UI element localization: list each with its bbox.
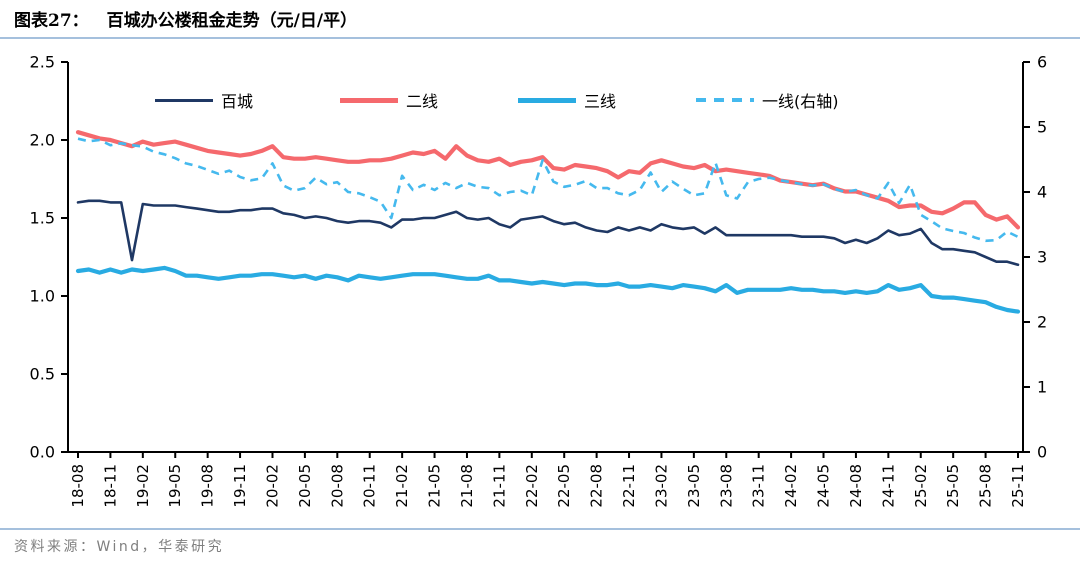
- svg-text:2: 2: [1037, 313, 1047, 332]
- svg-text:22-02: 22-02: [523, 464, 541, 508]
- footer-divider: [0, 528, 1080, 530]
- svg-text:19-11: 19-11: [231, 464, 249, 508]
- svg-text:21-02: 21-02: [393, 464, 411, 508]
- svg-text:20-08: 20-08: [328, 464, 346, 508]
- svg-text:20-11: 20-11: [361, 464, 379, 508]
- svg-text:23-08: 23-08: [717, 464, 735, 508]
- svg-text:5: 5: [1037, 118, 1047, 137]
- svg-text:23-02: 23-02: [652, 464, 670, 508]
- svg-text:3: 3: [1037, 248, 1047, 267]
- svg-text:19-02: 19-02: [134, 464, 152, 508]
- svg-text:1: 1: [1037, 378, 1047, 397]
- legend-swatch-sanxian: [518, 97, 576, 103]
- svg-text:4: 4: [1037, 183, 1047, 202]
- svg-text:25-11: 25-11: [1009, 464, 1027, 508]
- svg-text:23-11: 23-11: [750, 464, 768, 508]
- figure-label: 图表27：: [14, 11, 89, 31]
- svg-text:24-08: 24-08: [847, 464, 865, 508]
- svg-text:20-05: 20-05: [296, 464, 314, 508]
- legend-label-baicheng: 百城: [221, 92, 254, 111]
- svg-text:24-05: 24-05: [815, 464, 833, 508]
- figure-title: 百城办公楼租金走势（元/日/平）: [106, 11, 358, 31]
- svg-text:21-05: 21-05: [426, 464, 444, 508]
- svg-text:22-05: 22-05: [555, 464, 573, 508]
- svg-text:19-05: 19-05: [166, 464, 184, 508]
- svg-text:2.5: 2.5: [30, 53, 55, 72]
- svg-text:0.0: 0.0: [30, 443, 55, 462]
- figure-header: 图表27： 百城办公楼租金走势（元/日/平）: [14, 6, 1080, 31]
- svg-text:0: 0: [1037, 443, 1047, 462]
- svg-text:23-05: 23-05: [685, 464, 703, 508]
- chart: 0.0 0.5 1.0 1.5 2.0 2.5 0 1 2 3 4 5 6 18-08 18-11 19-02…: [0, 50, 1080, 520]
- svg-text:22-08: 22-08: [588, 464, 606, 508]
- legend-item-yixian: 一线(右轴): [696, 88, 839, 112]
- legend-item-baicheng: 百城: [155, 88, 253, 112]
- legend-swatch-baicheng: [155, 98, 213, 102]
- legend-item-sanxian: 三线: [518, 88, 616, 112]
- svg-text:24-02: 24-02: [782, 464, 800, 508]
- legend-swatch-yixian: [696, 98, 754, 102]
- legend-label-sanxian: 三线: [584, 92, 617, 111]
- svg-text:25-02: 25-02: [912, 464, 930, 508]
- svg-text:1.0: 1.0: [30, 287, 55, 306]
- svg-text:20-02: 20-02: [263, 464, 281, 508]
- svg-text:22-11: 22-11: [620, 464, 638, 508]
- svg-text:24-11: 24-11: [879, 464, 897, 508]
- chart-svg: 0.0 0.5 1.0 1.5 2.0 2.5 0 1 2 3 4 5 6 18-08 18-11 19-02…: [30, 53, 1048, 508]
- svg-text:25-05: 25-05: [944, 464, 962, 508]
- header-divider: [0, 37, 1080, 39]
- svg-text:25-08: 25-08: [977, 464, 995, 508]
- svg-text:1.5: 1.5: [30, 209, 55, 228]
- legend-label-yixian: 一线(右轴): [762, 92, 839, 111]
- svg-text:18-11: 18-11: [101, 464, 119, 508]
- legend-swatch-erxian: [340, 97, 398, 103]
- svg-text:0.5: 0.5: [30, 365, 55, 384]
- legend-label-erxian: 二线: [406, 92, 439, 111]
- svg-text:19-08: 19-08: [199, 464, 217, 508]
- source-note: 资料来源：Wind，华泰研究: [14, 539, 225, 555]
- svg-text:6: 6: [1037, 53, 1047, 72]
- svg-text:18-08: 18-08: [69, 464, 87, 508]
- legend-item-erxian: 二线: [340, 88, 438, 112]
- chart-legend: 百城 二线 三线 一线(右轴): [0, 88, 1080, 112]
- svg-text:21-08: 21-08: [458, 464, 476, 508]
- svg-text:21-11: 21-11: [490, 464, 508, 508]
- svg-text:2.0: 2.0: [30, 131, 55, 150]
